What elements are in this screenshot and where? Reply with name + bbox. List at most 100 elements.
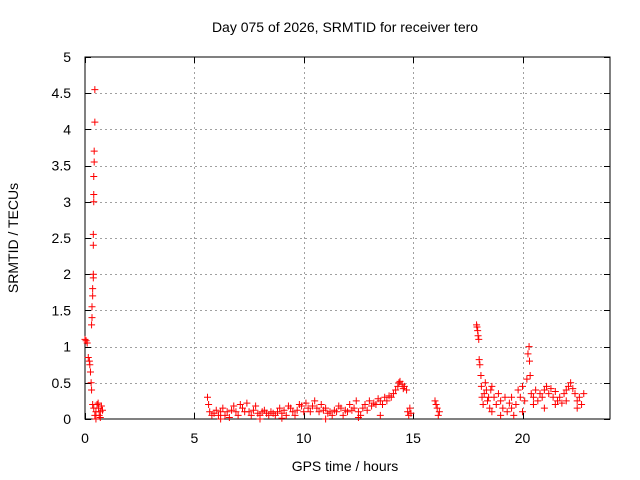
- data-point: [383, 397, 391, 405]
- data-point: [89, 285, 97, 293]
- data-point: [545, 390, 553, 398]
- y-tick-label: 3: [63, 194, 71, 210]
- data-point: [99, 406, 106, 414]
- data-point: [554, 397, 561, 405]
- data-point: [558, 399, 566, 407]
- data-point: [551, 401, 559, 409]
- data-point: [484, 397, 491, 405]
- y-tick-label: 4.5: [52, 85, 72, 101]
- data-point: [540, 404, 548, 412]
- data-point: [311, 397, 319, 405]
- data-point: [476, 361, 484, 369]
- data-point: [205, 401, 213, 409]
- data-point: [372, 401, 380, 409]
- data-point: [86, 368, 94, 376]
- data-point: [406, 404, 414, 412]
- data-point: [249, 406, 257, 414]
- data-point: [480, 390, 488, 398]
- data-point: [404, 408, 412, 416]
- data-point: [573, 397, 581, 405]
- data-point: [265, 411, 273, 419]
- y-tick-label: 1: [63, 339, 71, 355]
- data-point: [526, 372, 534, 380]
- data-point: [92, 415, 100, 423]
- data-point: [567, 379, 575, 387]
- data-point: [376, 411, 384, 419]
- data-point: [339, 411, 347, 419]
- data-point: [580, 390, 588, 398]
- data-point: [403, 386, 411, 394]
- data-point: [435, 408, 443, 416]
- data-point: [516, 393, 524, 401]
- data-point: [234, 411, 242, 419]
- data-point: [392, 386, 400, 394]
- data-point: [477, 382, 485, 390]
- data-point: [488, 382, 496, 390]
- data-point: [274, 408, 281, 416]
- data-point: [89, 292, 97, 300]
- data-point: [575, 393, 583, 401]
- data-point: [536, 390, 544, 398]
- data-point: [87, 379, 95, 387]
- data-point: [206, 408, 214, 416]
- data-point: [236, 401, 244, 409]
- x-tick-label: 0: [81, 430, 89, 446]
- data-point: [322, 415, 330, 423]
- data-point: [90, 172, 98, 180]
- data-point: [225, 414, 233, 422]
- data-point: [247, 411, 255, 419]
- y-tick-label: 2.5: [52, 230, 72, 246]
- data-point: [389, 390, 397, 398]
- data-point: [287, 404, 295, 412]
- data-point: [93, 401, 101, 409]
- data-point: [519, 382, 526, 390]
- data-point: [486, 404, 494, 412]
- data-point: [221, 411, 229, 419]
- data-point: [529, 393, 537, 401]
- data-point: [479, 401, 487, 409]
- data-point: [91, 86, 99, 94]
- data-point: [365, 397, 373, 405]
- data-point: [578, 401, 586, 409]
- data-point: [217, 415, 225, 423]
- x-tick-label: 5: [190, 430, 198, 446]
- data-point: [223, 408, 231, 416]
- data-point: [487, 386, 495, 394]
- data-point: [291, 411, 299, 419]
- chart-title: Day 075 of 2026, SRMTID for receiver ter…: [212, 19, 478, 35]
- data-point: [523, 375, 531, 383]
- data-point: [508, 404, 516, 412]
- data-point: [492, 401, 500, 409]
- data-point: [278, 414, 286, 422]
- data-point: [239, 404, 246, 412]
- data-point: [497, 397, 505, 405]
- data-point: [333, 408, 341, 416]
- data-point: [562, 397, 570, 405]
- data-point: [361, 401, 369, 409]
- data-point: [394, 382, 402, 390]
- data-point: [534, 397, 542, 405]
- data-point: [564, 382, 572, 390]
- data-point: [90, 191, 98, 199]
- y-axis-label: SRMTID / TECUs: [5, 183, 21, 293]
- data-point: [432, 401, 440, 409]
- data-point: [478, 393, 486, 401]
- data-point: [326, 408, 334, 416]
- data-point: [271, 411, 279, 419]
- data-point: [540, 386, 548, 394]
- data-point: [532, 386, 540, 394]
- data-point: [90, 147, 98, 155]
- data-point: [527, 390, 535, 398]
- data-point: [328, 411, 336, 419]
- data-point: [88, 303, 96, 311]
- data-point: [280, 406, 288, 414]
- data-point: [204, 393, 211, 401]
- x-axis-label: GPS time / hours: [292, 458, 399, 474]
- data-point: [494, 390, 502, 398]
- data-point: [503, 408, 511, 416]
- data-point: [252, 402, 260, 410]
- data-point: [88, 314, 96, 322]
- data-point: [512, 401, 520, 409]
- data-point: [519, 408, 526, 416]
